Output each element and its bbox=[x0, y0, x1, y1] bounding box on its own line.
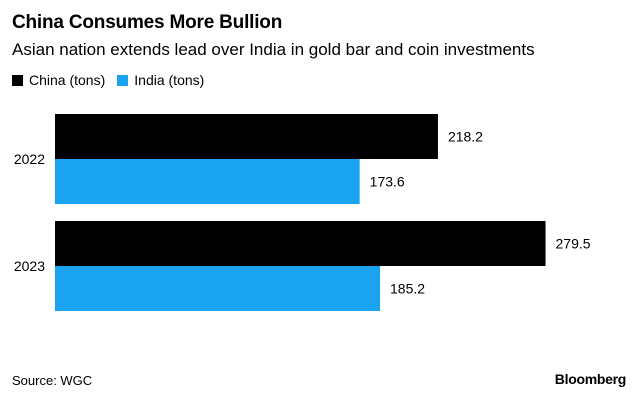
source-note: Source: WGC bbox=[12, 373, 93, 388]
bar-china-2022 bbox=[55, 114, 438, 159]
legend-swatch-china bbox=[12, 74, 23, 86]
legend-item-china: China (tons) bbox=[12, 72, 105, 88]
chart-subtitle: Asian nation extends lead over India in … bbox=[12, 40, 535, 59]
bar-china-2023 bbox=[55, 221, 546, 266]
legend-swatch-india bbox=[117, 74, 129, 86]
data-label-india-2023: 185.2 bbox=[390, 281, 425, 297]
legend: China (tons) India (tons) bbox=[12, 72, 216, 88]
bloomberg-logo: Bloomberg bbox=[554, 371, 627, 387]
category-label-2023: 2023 bbox=[14, 258, 45, 274]
bar-india-2022 bbox=[55, 159, 360, 204]
bar-india-2023 bbox=[55, 266, 381, 311]
data-label-china-2023: 279.5 bbox=[556, 236, 591, 252]
legend-label-india: India (tons) bbox=[134, 72, 205, 88]
legend-item-india: India (tons) bbox=[117, 72, 204, 88]
category-label-2022: 2022 bbox=[14, 151, 45, 167]
chart-title: China Consumes More Bullion bbox=[12, 12, 283, 33]
data-label-china-2022: 218.2 bbox=[448, 129, 483, 145]
data-label-india-2022: 173.6 bbox=[370, 174, 405, 190]
bar-chart: 2022 218.2 173.6 2023 279.5 185.2 bbox=[14, 114, 591, 311]
legend-label-china: China (tons) bbox=[29, 72, 106, 88]
